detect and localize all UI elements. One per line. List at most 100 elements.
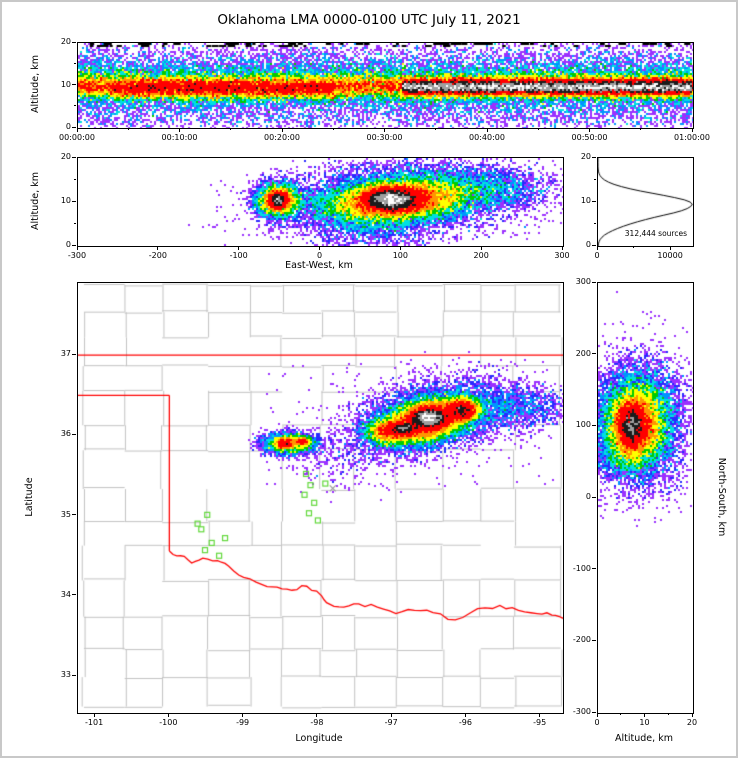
tick-mark — [592, 711, 596, 713]
tick-label: 10 — [580, 196, 591, 205]
tick-mark — [390, 713, 392, 717]
minor-tick-mark — [74, 62, 76, 64]
tick-label: 300 — [554, 251, 570, 260]
tick-label: 00:40:00 — [469, 133, 505, 142]
northsouth-altitude-panel — [597, 282, 694, 714]
tick-label: -200 — [148, 251, 167, 260]
northsouth-right-label: North-South, km — [716, 457, 727, 537]
tick-mark — [669, 246, 671, 250]
figure-title: Oklahoma LMA 0000-0100 UTC July 11, 2021 — [217, 12, 521, 28]
tick-label: -300 — [572, 707, 591, 716]
tick-mark — [72, 433, 76, 435]
tick-label: 20 — [60, 152, 71, 161]
tick-mark — [72, 156, 76, 158]
tick-mark — [76, 246, 78, 250]
tick-mark — [72, 514, 76, 516]
tick-mark — [691, 128, 693, 132]
tick-mark — [72, 674, 76, 676]
minor-tick-mark — [332, 128, 334, 130]
altitude-histogram-panel — [597, 157, 694, 247]
tick-mark — [596, 713, 598, 717]
tick-mark — [242, 713, 244, 717]
tick-label: 200 — [473, 251, 489, 260]
tick-label: 10 — [60, 196, 71, 205]
tick-mark — [592, 281, 596, 283]
tick-label: 10000 — [657, 251, 683, 260]
tick-label: 00:30:00 — [366, 133, 403, 142]
tick-label: 01:00:00 — [674, 133, 710, 142]
map-ylabel: Latitude — [24, 477, 35, 517]
tick-label: -96 — [458, 718, 472, 727]
tick-label: 100 — [575, 420, 591, 430]
tick-label: -200 — [572, 635, 591, 645]
tick-label: 00:10:00 — [161, 133, 198, 142]
tick-mark — [72, 353, 76, 355]
tick-mark — [76, 128, 78, 132]
tick-label: 300 — [575, 277, 591, 286]
eastwest-altitude-canvas — [78, 158, 563, 246]
tick-mark — [592, 200, 596, 202]
tick-mark — [480, 246, 482, 250]
tick-label: -95 — [533, 718, 547, 727]
tick-mark — [93, 713, 95, 717]
tick-label: 36 — [60, 429, 71, 439]
tick-mark — [644, 713, 645, 717]
tick-label: 0 — [316, 251, 323, 260]
tick-mark — [399, 246, 401, 250]
tick-label: 20 — [686, 718, 698, 727]
minor-tick-mark — [594, 222, 596, 224]
minor-tick-mark — [640, 128, 642, 130]
tick-label: 0 — [585, 492, 591, 501]
minor-tick-mark — [74, 222, 76, 224]
tick-label: 00:00:00 — [59, 133, 95, 142]
tick-label: 100 — [392, 251, 408, 260]
tick-label: 0 — [65, 122, 71, 131]
tick-label: -99 — [236, 718, 250, 727]
tick-mark — [72, 84, 76, 85]
altitude-histogram-canvas — [598, 158, 693, 246]
tick-label: 37 — [60, 349, 71, 359]
tick-mark — [592, 496, 596, 498]
tick-label: 35 — [60, 509, 71, 519]
time-height-canvas — [78, 43, 693, 128]
tick-mark — [238, 246, 240, 250]
northsouth-xlabel: Altitude, km — [615, 733, 673, 744]
minor-tick-mark — [74, 178, 76, 180]
tick-mark — [72, 244, 76, 246]
map-xlabel: Longitude — [295, 733, 343, 744]
tick-label: 10 — [60, 79, 71, 89]
tick-mark — [464, 713, 466, 717]
minor-tick-mark — [537, 128, 539, 130]
tick-mark — [592, 244, 596, 246]
tick-mark — [384, 128, 385, 132]
plan-view-map-canvas — [78, 283, 563, 713]
tick-label: -98 — [310, 718, 324, 727]
minor-tick-mark — [594, 178, 596, 180]
tick-label: 00:50:00 — [571, 133, 608, 142]
tick-mark — [179, 128, 180, 132]
tick-mark — [592, 156, 596, 158]
tick-label: 10 — [639, 718, 650, 727]
tick-mark — [319, 246, 320, 250]
tick-mark — [691, 713, 693, 717]
tick-mark — [157, 246, 159, 250]
minor-tick-mark — [633, 246, 635, 248]
eastwest-xlabel: East-West, km — [285, 260, 353, 271]
tick-mark — [316, 713, 318, 717]
tick-mark — [281, 128, 283, 132]
minor-tick-mark — [435, 128, 437, 130]
tick-mark — [72, 41, 76, 43]
tick-mark — [539, 713, 541, 717]
northsouth-altitude-canvas — [598, 283, 693, 713]
minor-tick-mark — [667, 713, 669, 715]
tick-mark — [167, 713, 169, 717]
minor-tick-mark — [127, 128, 129, 130]
tick-mark — [592, 424, 596, 426]
tick-label: 20 — [580, 152, 591, 161]
tick-label: 0 — [594, 718, 600, 727]
eastwest-altitude-panel — [77, 157, 564, 247]
tick-label: 20 — [60, 37, 71, 46]
source-count-annotation: 312,444 sources — [624, 229, 687, 238]
tick-mark — [592, 353, 596, 355]
tick-mark — [589, 128, 590, 132]
